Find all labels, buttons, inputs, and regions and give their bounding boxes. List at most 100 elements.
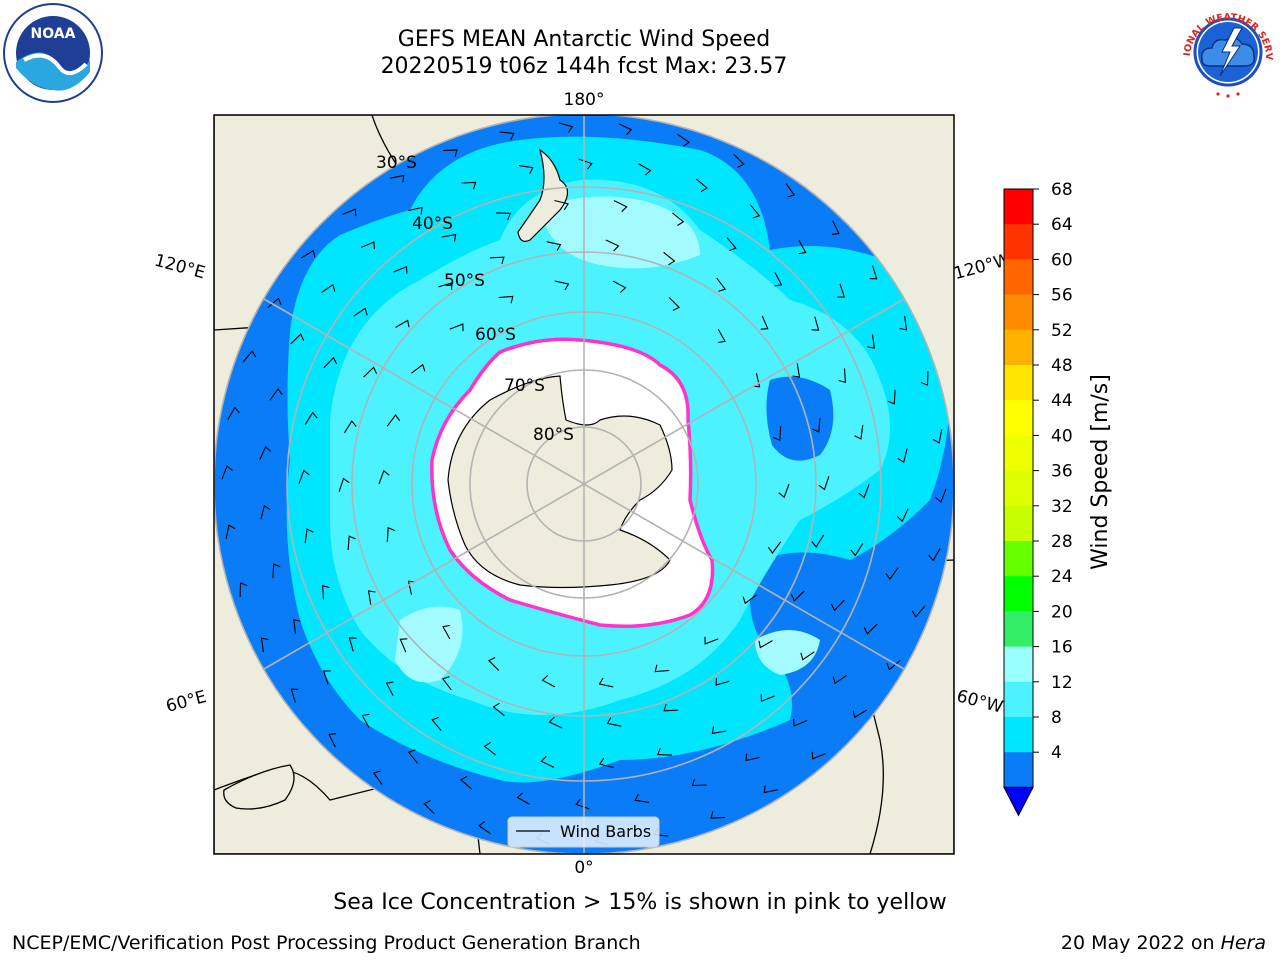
lon-label-60w: 60°W [954, 686, 1005, 718]
wind-barb [393, 266, 408, 274]
colorbar-tick-label: 32 [1051, 497, 1073, 517]
wind-barb [935, 488, 947, 503]
wind-barb [389, 174, 405, 183]
wind-barb [598, 677, 614, 688]
colorbar-tick-label: 60 [1051, 250, 1073, 270]
wind-barb [487, 657, 500, 671]
wind-barb [321, 283, 336, 293]
wind-barb [778, 483, 790, 499]
wind-barbs [221, 122, 947, 846]
wind-barb [298, 469, 310, 484]
noaa-logo: NOAA [3, 3, 103, 103]
footer-branch: NCEP/EMC/Verification Post Processing Pr… [12, 932, 641, 954]
wind-barb [885, 567, 899, 581]
colorbar-tick-label: 68 [1051, 180, 1073, 200]
wind-barb [407, 749, 419, 764]
wind-barb [372, 770, 383, 785]
wind-barb [832, 675, 847, 685]
wind-barb [677, 133, 690, 147]
wind-barb [399, 638, 408, 653]
colorbar-segment [1004, 717, 1033, 753]
wind-barb [657, 747, 672, 756]
wind-barb [353, 307, 368, 317]
wind-barb [811, 316, 820, 331]
colorbar-segment [1004, 329, 1033, 366]
wind-barb [858, 484, 870, 499]
wind-barb [272, 563, 281, 579]
map-subtitle: 20220519 t06z 144h fcst Max: 23.57 [380, 54, 788, 79]
wind-barb [338, 477, 350, 492]
colorbar-tick-label: 36 [1051, 462, 1073, 482]
wind-barb [499, 131, 515, 141]
wind-barb [792, 363, 801, 378]
wind-barb [899, 315, 908, 331]
wind-barb [492, 702, 505, 717]
wind-barb [363, 366, 378, 378]
lon-label-180: 180° [564, 90, 605, 110]
wind-barb [578, 158, 593, 170]
wind-barb [385, 681, 394, 696]
colorbar-tick-label: 4 [1051, 743, 1062, 763]
colorbar-segment [1004, 541, 1033, 577]
wind-barb [343, 420, 357, 434]
colorbar-segment [1004, 435, 1033, 472]
antarctica [430, 337, 715, 628]
wind-barb [423, 800, 435, 814]
colorbar-tick-label: 64 [1051, 215, 1073, 235]
legend-label: Wind Barbs [560, 822, 651, 841]
wind-barb [654, 664, 670, 673]
footer-date: 20 May 2022 on Hera [1061, 932, 1266, 954]
wind-barb [726, 236, 737, 252]
wind-barb [852, 709, 867, 719]
wind-barb [886, 660, 901, 671]
wind-barb [442, 149, 458, 157]
lon-label-60e: 60°E [164, 687, 209, 717]
wind-barb [558, 122, 574, 133]
wind-barb [304, 411, 318, 425]
colorbar-extend-triangle [1003, 786, 1034, 817]
wind-band-4-8-pocket [766, 376, 834, 461]
wind-barb [612, 280, 627, 293]
wind-barb [691, 778, 707, 787]
lat-label-70: 70°S [504, 376, 545, 396]
wind-barb [928, 548, 941, 562]
meridian-60e-120w [263, 298, 905, 670]
colorbar-segment [1004, 189, 1033, 225]
wind-barb [498, 295, 514, 304]
graticule [214, 115, 954, 854]
wind-barb [361, 713, 370, 729]
wind-barb [716, 277, 727, 292]
sea-ice-note: Sea Ice Concentration > 15% is shown in … [333, 890, 947, 915]
map-title: GEFS MEAN Antarctic Wind Speed [397, 27, 771, 52]
wind-barb [763, 785, 779, 794]
colorbar-segment [1004, 365, 1033, 401]
wind-barb [767, 541, 782, 554]
colorbar-tick-label: 28 [1051, 532, 1073, 552]
wind-barb [407, 580, 416, 595]
wind-barb [461, 181, 477, 190]
wind-barb [831, 220, 840, 235]
colorbar-tick-label: 48 [1051, 356, 1073, 376]
wind-barb [850, 543, 864, 557]
wind-barb [269, 387, 283, 401]
colorbar-tick-label: 24 [1051, 567, 1073, 587]
wind-barb [367, 590, 376, 605]
wind-barb [304, 528, 314, 543]
wind-barb [634, 793, 650, 803]
wind-barb [260, 637, 269, 653]
wind-barb [663, 251, 676, 266]
wind-barb [733, 154, 745, 168]
wind-barb [830, 599, 845, 612]
wind-barb [798, 239, 807, 255]
wind-barb [348, 637, 357, 652]
wind-barb [546, 241, 562, 251]
wind-barb [221, 465, 233, 480]
wind-barb [408, 206, 423, 215]
wind-barb [267, 297, 282, 308]
wind-barb [328, 733, 337, 748]
wind-barb [790, 590, 805, 602]
colorbar-frame [1003, 188, 1034, 788]
lon-label-120e: 120°E [152, 251, 207, 284]
wind-barb [541, 675, 556, 688]
wind-barb [837, 283, 846, 298]
